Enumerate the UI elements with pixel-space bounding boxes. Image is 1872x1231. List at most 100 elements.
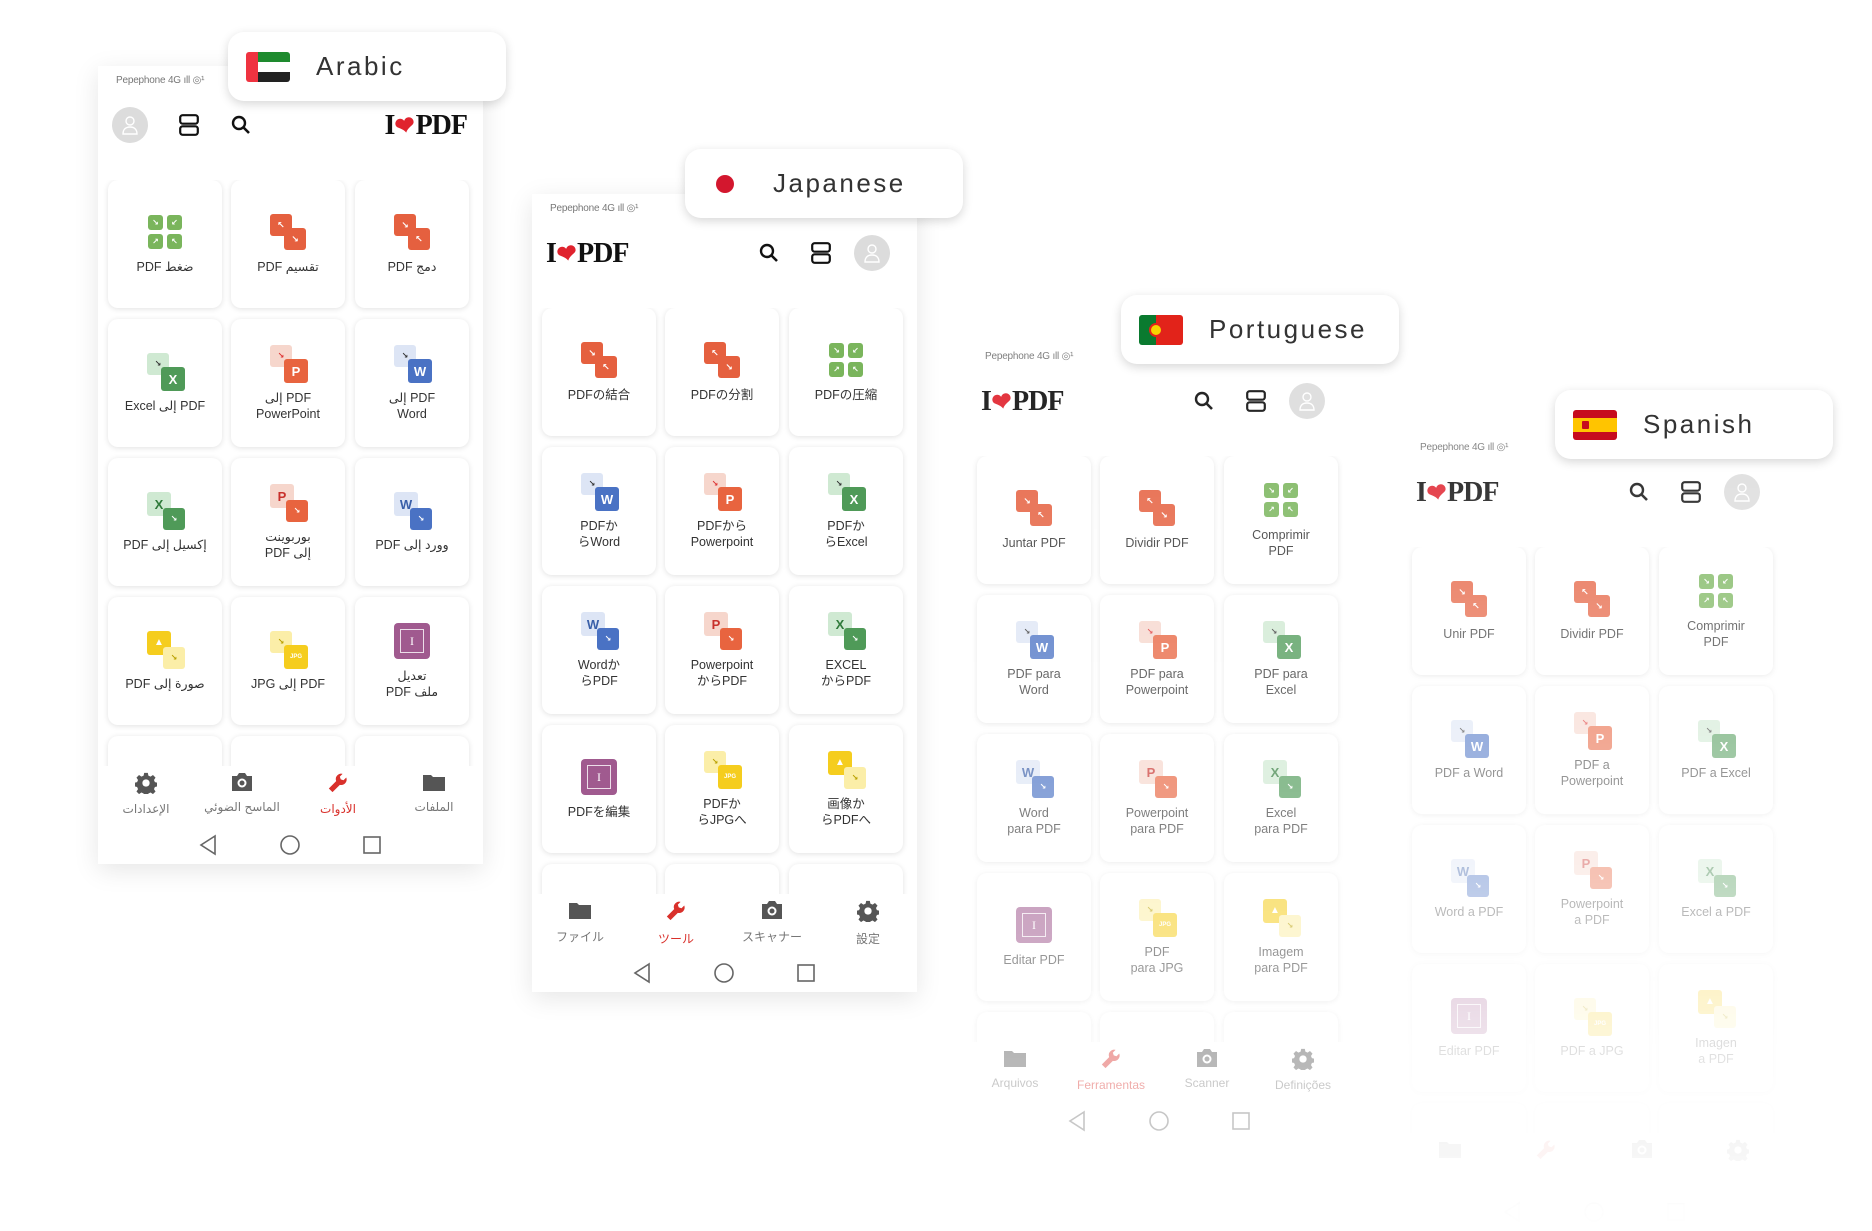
tool-card-img-to-pdf[interactable]: ▲ ↘ Imagen a PDF	[1659, 964, 1773, 1092]
recents-icon[interactable]	[796, 962, 816, 989]
view-toggle-icon[interactable]	[1241, 386, 1271, 416]
tool-card-partial[interactable]	[1100, 1012, 1214, 1042]
search-icon[interactable]	[754, 238, 784, 268]
tool-card-partial[interactable]	[1224, 1012, 1338, 1042]
tool-card-img-to-pdf[interactable]: ▲ ↘ صورة إلى PDF	[108, 597, 222, 725]
home-icon[interactable]	[1583, 1201, 1605, 1228]
tool-card-split[interactable]: ↖ ↘ Dividir PDF	[1100, 456, 1214, 584]
tool-card-from-excel[interactable]: X ↘ EXCEL からPDF	[789, 586, 903, 714]
tool-card-from-excel[interactable]: X ↘ Excel a PDF	[1659, 825, 1773, 953]
nav-item-gear[interactable]	[1690, 1139, 1786, 1166]
tool-card-partial[interactable]	[542, 864, 656, 894]
tool-card-compress[interactable]: ↘ ↙ ↗ ↖ Comprimir PDF	[1659, 547, 1773, 675]
view-toggle-icon[interactable]	[174, 110, 204, 140]
tool-card-partial[interactable]	[1659, 1103, 1773, 1133]
avatar[interactable]	[1724, 474, 1760, 510]
tool-card-from-ppt[interactable]: P ↘ Powerpoint para PDF	[1100, 734, 1214, 862]
nav-item-folder[interactable]: Arquivos	[967, 1048, 1063, 1090]
tool-card-to-jpg[interactable]: ↘ JPG PDFか らJPGへ	[665, 725, 779, 853]
tool-card-split[interactable]: ↖ ↘ Dividir PDF	[1535, 547, 1649, 675]
tool-card-edit[interactable]: I Editar PDF	[1412, 964, 1526, 1092]
avatar[interactable]	[1289, 383, 1325, 419]
tool-card-from-ppt[interactable]: P ↘ Powerpoint からPDF	[665, 586, 779, 714]
tool-card-to-jpg[interactable]: ↘ JPG PDF إلى JPG	[231, 597, 345, 725]
view-toggle-icon[interactable]	[806, 238, 836, 268]
tool-card-edit[interactable]: I Editar PDF	[977, 873, 1091, 1001]
tool-card-to-ppt[interactable]: ↘ P PDF a Powerpoint	[1535, 686, 1649, 814]
nav-item-folder[interactable]: ファイル	[532, 900, 628, 945]
tool-card-to-excel[interactable]: ↘ X PDF para Excel	[1224, 595, 1338, 723]
tool-card-compress[interactable]: ↘ ↙ ↗ ↖ PDFの圧縮	[789, 308, 903, 436]
avatar[interactable]	[112, 107, 148, 143]
search-icon[interactable]	[1624, 477, 1654, 507]
tool-card-img-to-pdf[interactable]: ▲ ↘ 画像か らPDFへ	[789, 725, 903, 853]
nav-item-folder[interactable]: الملفات	[386, 772, 482, 814]
tool-card-compress[interactable]: ↘ ↙ ↗ ↖ ضغط PDF	[108, 180, 222, 308]
nav-item-gear[interactable]: 設定	[820, 900, 916, 947]
tool-card-partial[interactable]	[108, 736, 222, 766]
tool-card-edit[interactable]: I PDFを編集	[542, 725, 656, 853]
tool-card-merge[interactable]: ↘ ↖ Juntar PDF	[977, 456, 1091, 584]
tool-card-from-word[interactable]: W ↘ Word a PDF	[1412, 825, 1526, 953]
tool-card-to-jpg[interactable]: ↘ JPG PDF a JPG	[1535, 964, 1649, 1092]
tool-card-compress[interactable]: ↘ ↙ ↗ ↖ Comprimir PDF	[1224, 456, 1338, 584]
nav-item-folder[interactable]	[1402, 1139, 1498, 1164]
home-icon[interactable]	[713, 962, 735, 989]
tool-card-from-ppt[interactable]: P ↘ Powerpoint a PDF	[1535, 825, 1649, 953]
ilovepdf-logo[interactable]: I ❤ PDF	[981, 386, 1064, 418]
tool-card-partial[interactable]	[355, 736, 469, 766]
tool-card-to-ppt[interactable]: ↘ P PDF para Powerpoint	[1100, 595, 1214, 723]
ilovepdf-logo[interactable]: I ❤ PDF	[385, 110, 468, 142]
back-icon[interactable]	[198, 834, 218, 861]
home-icon[interactable]	[279, 834, 301, 861]
nav-item-gear[interactable]: الإعدادات	[98, 772, 194, 816]
tool-card-edit[interactable]: I تعديل ملف PDF	[355, 597, 469, 725]
nav-item-camera[interactable]: スキャナー	[724, 900, 820, 945]
tool-card-to-word[interactable]: ↘ W PDF a Word	[1412, 686, 1526, 814]
tool-card-merge[interactable]: ↘ ↖ دمج PDF	[355, 180, 469, 308]
tool-card-to-jpg[interactable]: ↘ JPG PDF para JPG	[1100, 873, 1214, 1001]
tool-card-partial[interactable]	[789, 864, 903, 894]
ilovepdf-logo[interactable]: I ❤ PDF	[1416, 477, 1499, 509]
tool-card-from-word[interactable]: W ↘ Wordか らPDF	[542, 586, 656, 714]
ilovepdf-logo[interactable]: I ❤ PDF	[546, 238, 629, 270]
tool-card-to-excel[interactable]: ↘ X PDF a Excel	[1659, 686, 1773, 814]
tool-card-to-word[interactable]: ↘ W PDF para Word	[977, 595, 1091, 723]
tool-card-partial[interactable]	[1412, 1103, 1526, 1133]
back-icon[interactable]	[1067, 1110, 1087, 1137]
tool-card-to-word[interactable]: ↘ W PDFか らWord	[542, 447, 656, 575]
nav-item-camera[interactable]: Scanner	[1159, 1048, 1255, 1090]
nav-item-wrench[interactable]: Ferramentas	[1063, 1048, 1159, 1092]
tool-card-to-excel[interactable]: ↘ X PDF إلى Excel	[108, 319, 222, 447]
tool-card-from-word[interactable]: W ↘ وورد إلى PDF	[355, 458, 469, 586]
home-icon[interactable]	[1148, 1110, 1170, 1137]
nav-item-wrench[interactable]: ツール	[628, 900, 724, 947]
search-icon[interactable]	[1189, 386, 1219, 416]
tool-card-to-excel[interactable]: ↘ X PDFか らExcel	[789, 447, 903, 575]
recents-icon[interactable]	[362, 834, 382, 861]
avatar[interactable]	[854, 235, 890, 271]
recents-icon[interactable]	[1666, 1201, 1686, 1228]
tool-card-merge[interactable]: ↘ ↖ PDFの結合	[542, 308, 656, 436]
tool-card-img-to-pdf[interactable]: ▲ ↘ Imagem para PDF	[1224, 873, 1338, 1001]
tool-card-partial[interactable]	[1535, 1103, 1649, 1133]
tool-card-from-excel[interactable]: X ↘ Excel para PDF	[1224, 734, 1338, 862]
tool-card-to-ppt[interactable]: ↘ P PDF إلى PowerPoint	[231, 319, 345, 447]
search-icon[interactable]	[226, 110, 256, 140]
tool-card-from-ppt[interactable]: P ↘ بوربوينت إلى PDF	[231, 458, 345, 586]
tool-card-partial[interactable]	[231, 736, 345, 766]
tool-card-from-excel[interactable]: X ↘ إكسيل إلى PDF	[108, 458, 222, 586]
tool-card-split[interactable]: ↖ ↘ تقسيم PDF	[231, 180, 345, 308]
nav-item-wrench[interactable]	[1498, 1139, 1594, 1166]
tool-card-merge[interactable]: ↘ ↖ Unir PDF	[1412, 547, 1526, 675]
nav-item-gear[interactable]: Definições	[1255, 1048, 1351, 1092]
tool-card-split[interactable]: ↖ ↘ PDFの分割	[665, 308, 779, 436]
tool-card-to-word[interactable]: ↘ W PDF إلى Word	[355, 319, 469, 447]
recents-icon[interactable]	[1231, 1110, 1251, 1137]
tool-card-to-ppt[interactable]: ↘ P PDFから Powerpoint	[665, 447, 779, 575]
tool-card-partial[interactable]	[977, 1012, 1091, 1042]
view-toggle-icon[interactable]	[1676, 477, 1706, 507]
nav-item-camera[interactable]	[1594, 1139, 1690, 1164]
back-icon[interactable]	[632, 962, 652, 989]
tool-card-from-word[interactable]: W ↘ Word para PDF	[977, 734, 1091, 862]
